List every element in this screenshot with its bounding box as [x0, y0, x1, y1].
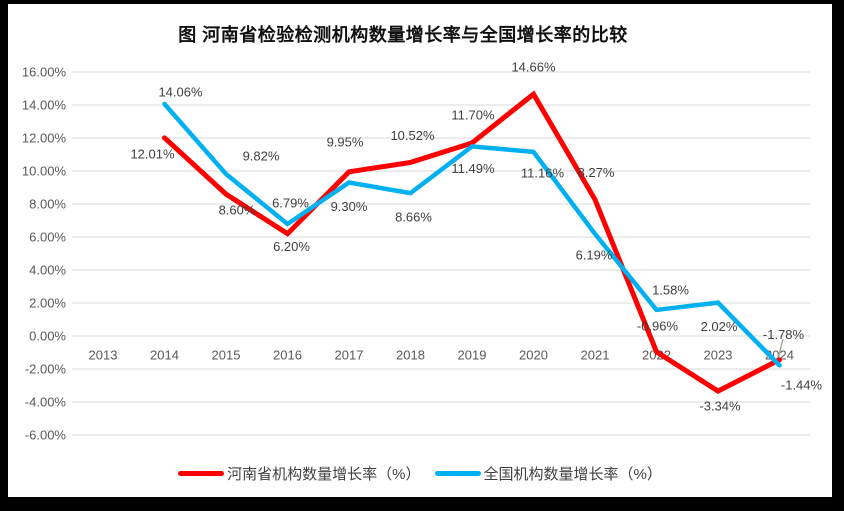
data-label-henan: -3.34% — [699, 399, 741, 414]
y-tick-label: 6.00% — [29, 230, 66, 245]
data-label-henan: 10.52% — [390, 128, 435, 143]
chart-canvas: 图 河南省检验检测机构数量增长率与全国增长率的比较 16.00% 14.00% 12… — [8, 4, 832, 497]
data-label-national: -1.78% — [763, 327, 805, 342]
legend-label-henan: 河南省机构数量增长率（%） — [227, 466, 421, 483]
data-label-national: 9.30% — [331, 199, 368, 214]
x-tick-label: 2017 — [335, 348, 364, 363]
series-line-national — [162, 101, 782, 368]
data-label-national: 14.06% — [158, 85, 203, 100]
data-label-national: 2.02% — [701, 319, 738, 334]
x-tick-label: 2013 — [89, 348, 118, 363]
data-label-national: 1.58% — [652, 282, 689, 297]
x-tick-label: 2015 — [212, 348, 241, 363]
x-tick-label: 2014 — [150, 348, 179, 363]
data-label-henan: -1.44% — [781, 377, 823, 392]
line-chart: 16.00% 14.00% 12.00% 10.00% 8.00% 6.00% 4.00% 2… — [22, 60, 823, 443]
legend-swatch-national — [434, 471, 481, 476]
data-label-national: 9.82% — [243, 148, 280, 163]
legend-swatch-henan — [178, 471, 225, 476]
x-tick-label: 2019 — [458, 348, 487, 363]
y-tick-label: 10.00% — [22, 164, 67, 179]
data-label-henan: 14.66% — [511, 60, 556, 75]
series-line-henan — [162, 90, 782, 394]
data-label-national: 6.19% — [576, 247, 613, 262]
x-tick-label: 2020 — [519, 348, 548, 363]
chart-legend: 河南省机构数量增长率（%） 全国机构数量增长率（%） — [8, 463, 832, 484]
data-label-national: 11.49% — [451, 161, 495, 176]
y-tick-label: 14.00% — [22, 98, 67, 113]
y-tick-label: 2.00% — [29, 296, 66, 311]
data-label-henan: 9.95% — [327, 134, 364, 149]
data-label-henan: 12.01% — [130, 146, 175, 161]
data-label-national: 8.66% — [395, 210, 432, 225]
data-label-national: 6.79% — [272, 195, 309, 210]
legend-label-national: 全国机构数量增长率（%） — [483, 466, 662, 483]
y-tick-label: 0.00% — [29, 329, 66, 344]
legend-item-henan: 河南省机构数量增长率（%） — [178, 463, 421, 484]
data-label-henan: 8.27% — [578, 165, 615, 180]
x-tick-label: 2021 — [581, 348, 610, 363]
y-tick-label: 16.00% — [22, 65, 67, 80]
x-tick-label: 2023 — [704, 348, 733, 363]
data-label-henan: -0.96% — [637, 318, 679, 333]
y-tick-label: -2.00% — [25, 362, 67, 377]
data-label-henan: 11.70% — [451, 107, 495, 122]
y-tick-label: 4.00% — [29, 263, 66, 278]
data-label-national: 11.16% — [521, 165, 565, 180]
y-tick-label: -6.00% — [25, 428, 67, 443]
y-tick-label: -4.00% — [25, 395, 67, 410]
y-tick-label: 12.00% — [22, 131, 67, 146]
x-tick-label: 2018 — [396, 348, 425, 363]
data-label-henan: 8.60% — [219, 203, 256, 218]
data-label-henan: 6.20% — [273, 239, 310, 254]
y-tick-label: 8.00% — [29, 197, 66, 212]
chart-title: 图 河南省检验检测机构数量增长率与全国增长率的比较 — [178, 25, 628, 45]
x-tick-label: 2016 — [273, 348, 302, 363]
legend-item-national: 全国机构数量增长率（%） — [434, 463, 662, 484]
